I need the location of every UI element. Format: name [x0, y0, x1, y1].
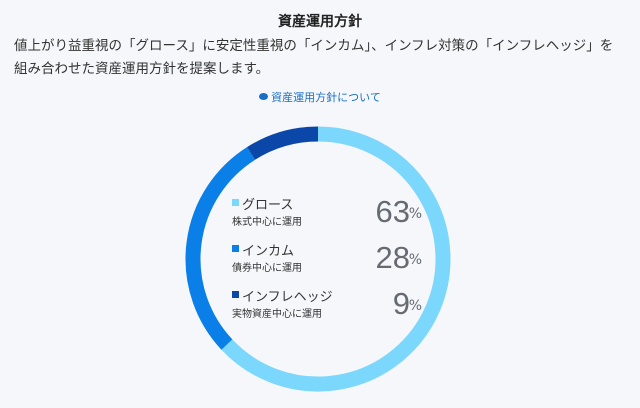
hedge-percent-unit: % — [408, 298, 422, 314]
about-policy-link-label: 資産運用方針について — [271, 91, 381, 104]
growth-label: グロース — [242, 198, 294, 213]
legend-row-growth: グロース 株式中心に運用 63 % — [232, 192, 422, 238]
income-percent-unit: % — [408, 252, 422, 268]
income-subtitle: 債券中心に運用 — [232, 263, 302, 274]
page-title: 資産運用方針 — [278, 14, 362, 30]
growth-percent-unit: % — [408, 206, 422, 222]
hedge-label: インフレヘッジ — [242, 290, 333, 305]
about-policy-link[interactable]: 資産運用方針について — [0, 89, 640, 105]
hedge-swatch — [232, 291, 239, 298]
hedge-subtitle: 実物資産中心に運用 — [232, 309, 322, 320]
donut-segment-income — [185, 147, 256, 350]
bullet-icon — [259, 93, 269, 100]
growth-subtitle: 株式中心に運用 — [232, 217, 302, 228]
allocation-legend: グロース 株式中心に運用 63 % インカム 債券中心に運用 28 % インフレ… — [232, 192, 422, 330]
description-text: 値上がり益重視の「グロース」に安定性重視の「インカム」、インフレ対策の「インフレ… — [14, 38, 614, 77]
legend-row-income: インカム 債券中心に運用 28 % — [232, 238, 422, 284]
income-percent: 28 — [375, 240, 410, 275]
income-swatch — [232, 245, 239, 252]
donut-segment-hedge — [247, 126, 319, 160]
hedge-percent: 9 — [392, 286, 410, 321]
donut-segment-growth — [221, 126, 451, 392]
growth-swatch — [232, 199, 239, 206]
growth-percent: 63 — [375, 194, 410, 229]
income-label: インカム — [242, 244, 295, 259]
legend-row-hedge: インフレヘッジ 実物資産中心に運用 9 % — [232, 284, 422, 330]
